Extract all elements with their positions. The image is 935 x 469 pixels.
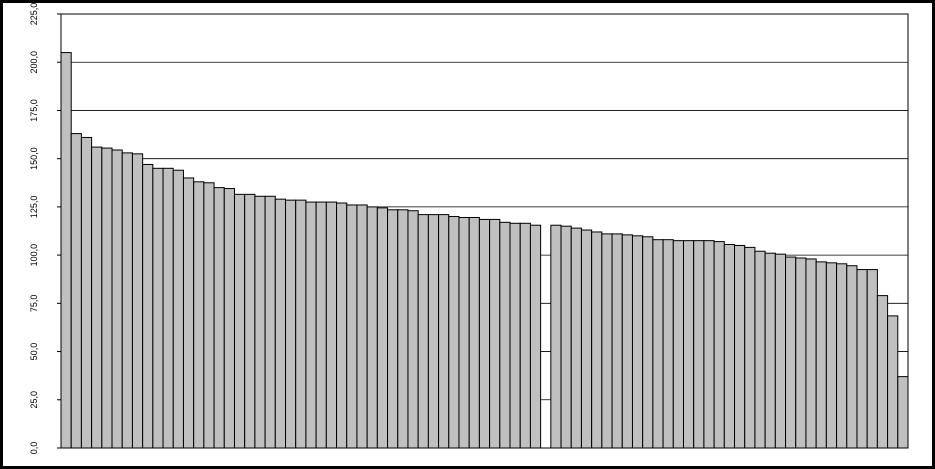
bar bbox=[856, 269, 868, 449]
bar bbox=[662, 239, 674, 449]
bar bbox=[887, 315, 899, 449]
bar bbox=[499, 221, 511, 449]
bar bbox=[417, 214, 429, 449]
bar bbox=[142, 163, 154, 449]
bar bbox=[448, 216, 460, 449]
bar bbox=[805, 258, 817, 449]
bar bbox=[131, 153, 144, 449]
y-tick-label: 125,0 bbox=[29, 196, 39, 219]
bar bbox=[162, 167, 174, 449]
bar bbox=[285, 199, 297, 449]
bar bbox=[468, 216, 480, 449]
bar bbox=[366, 206, 378, 449]
bar bbox=[529, 224, 542, 449]
bar bbox=[407, 210, 419, 449]
bar bbox=[295, 199, 307, 449]
bar bbox=[723, 244, 736, 449]
bar bbox=[682, 240, 695, 449]
bar bbox=[254, 195, 266, 449]
bar bbox=[70, 133, 82, 449]
bar bbox=[315, 201, 327, 449]
bar bbox=[274, 198, 287, 449]
plot-frame bbox=[60, 13, 909, 449]
bar bbox=[60, 52, 72, 449]
bar bbox=[80, 136, 93, 449]
bar bbox=[601, 233, 613, 449]
bar bbox=[336, 202, 348, 449]
bar bbox=[570, 227, 582, 449]
y-tick-label: 150,0 bbox=[29, 147, 39, 170]
bar bbox=[693, 240, 705, 449]
bar bbox=[376, 207, 389, 449]
y-tick-label: 100,0 bbox=[29, 244, 39, 267]
bar bbox=[754, 250, 766, 449]
bar bbox=[264, 195, 276, 449]
bar bbox=[387, 209, 399, 449]
bar bbox=[846, 265, 858, 449]
bar bbox=[213, 187, 225, 449]
bar bbox=[560, 225, 572, 449]
bar bbox=[152, 167, 164, 449]
bar bbox=[774, 253, 787, 449]
y-tick-label: 200,0 bbox=[29, 51, 39, 74]
bar bbox=[233, 193, 246, 449]
bar bbox=[764, 252, 776, 449]
bar bbox=[397, 209, 409, 449]
y-tick-label: 50,0 bbox=[29, 343, 39, 361]
bar bbox=[478, 218, 491, 449]
bar bbox=[591, 231, 603, 449]
bar bbox=[182, 177, 195, 449]
bar bbox=[509, 222, 521, 449]
bar bbox=[550, 224, 562, 449]
bar bbox=[111, 149, 123, 449]
bar bbox=[703, 240, 715, 449]
bar bbox=[489, 218, 501, 449]
bar bbox=[642, 236, 654, 449]
bar bbox=[876, 295, 889, 449]
bar bbox=[734, 244, 746, 449]
bar bbox=[652, 239, 664, 449]
y-tick-label: 175,0 bbox=[29, 99, 39, 122]
bar bbox=[193, 181, 205, 449]
bar bbox=[611, 233, 623, 449]
bar bbox=[825, 262, 838, 449]
bar bbox=[672, 240, 684, 449]
bar bbox=[172, 169, 184, 449]
bar bbox=[91, 146, 103, 449]
bar bbox=[580, 229, 593, 449]
bar bbox=[744, 246, 756, 449]
bar bbox=[203, 182, 215, 449]
bar bbox=[356, 204, 368, 449]
bar bbox=[101, 147, 113, 449]
bar bbox=[121, 152, 133, 449]
bar bbox=[795, 257, 807, 449]
bar bbox=[631, 235, 644, 449]
bar bbox=[438, 214, 450, 449]
y-tick-label: 225,0 bbox=[29, 3, 39, 26]
bar bbox=[785, 256, 797, 449]
bar bbox=[427, 214, 440, 449]
bar bbox=[897, 376, 909, 449]
bar bbox=[325, 201, 338, 449]
bar bbox=[519, 222, 531, 449]
y-tick-label: 25,0 bbox=[29, 391, 39, 409]
bar bbox=[866, 269, 878, 449]
bar bbox=[346, 204, 358, 449]
y-tick-label: 75,0 bbox=[29, 295, 39, 313]
bar bbox=[244, 193, 256, 449]
bar bbox=[836, 263, 848, 449]
bar bbox=[815, 261, 827, 449]
bar bbox=[621, 234, 633, 449]
bar bbox=[223, 188, 235, 449]
bar bbox=[305, 201, 317, 449]
y-tick-label: 0,0 bbox=[29, 442, 39, 455]
bar bbox=[458, 216, 470, 449]
bar bbox=[713, 241, 725, 449]
